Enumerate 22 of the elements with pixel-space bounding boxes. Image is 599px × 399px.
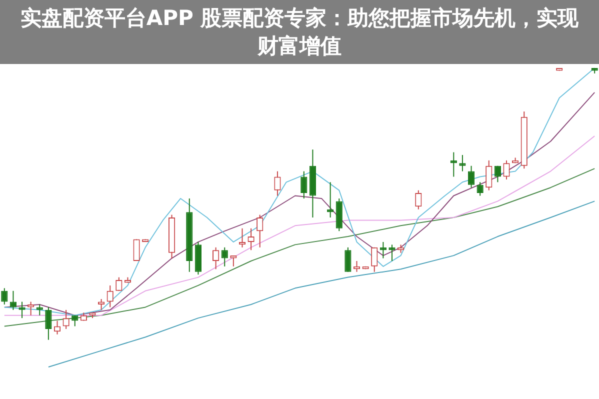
candlestick <box>36 304 43 316</box>
candlestick <box>221 246 228 267</box>
candlestick <box>486 160 492 191</box>
candlestick <box>248 228 254 251</box>
candlestick <box>415 190 422 210</box>
chart-title: 实盘配资平台APP 股票配资专家：助您把握市场先机，实现财富增值 <box>0 0 599 64</box>
candlestick <box>1 288 8 305</box>
candlestick <box>371 246 378 272</box>
candlestick <box>18 301 26 319</box>
candlestick <box>459 154 466 172</box>
candlestick <box>256 214 264 248</box>
candlestick <box>503 160 510 180</box>
candlestick <box>476 182 484 196</box>
candlestick <box>468 165 475 188</box>
candlestick <box>274 170 281 196</box>
candlestick <box>344 246 352 272</box>
candlestick <box>300 170 308 199</box>
candlestick <box>45 306 52 340</box>
candlestick <box>62 309 70 330</box>
candlestick <box>54 320 61 335</box>
candlestick <box>133 238 140 262</box>
candlestick <box>230 255 237 267</box>
